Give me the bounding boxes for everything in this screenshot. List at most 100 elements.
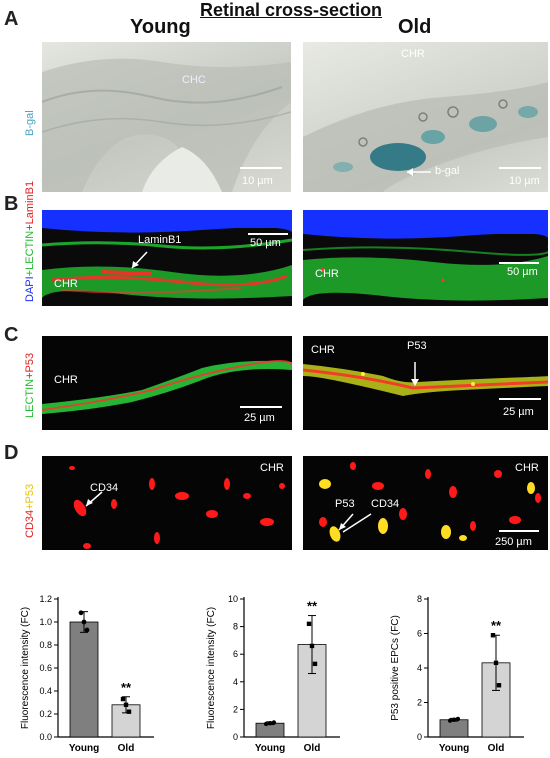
y-tick-label: 6 (417, 629, 422, 639)
bgal-arrow-label: b-gal (435, 165, 460, 177)
x-tick-label: Old (488, 743, 505, 754)
panel-b-ylabel: DAPI+LECTIN+LaminB1 (24, 181, 36, 302)
scale-bar (499, 167, 541, 169)
ylabel-p53: +P53 (24, 352, 36, 379)
young-chr-label: CHR (54, 374, 78, 386)
panel-letter-a: A (4, 8, 19, 30)
ylabel-laminb1: +LaminB1 (24, 180, 36, 231)
scale-bar (240, 167, 282, 169)
panel-b-young-image: LaminB1 CHR 50 µm (42, 210, 292, 306)
x-tick-label: Young (69, 743, 99, 754)
bar-chart-p53-intensity: 0 2 4 6 8 10 Fluorescence intensity (FC) Young O… (206, 594, 340, 754)
data-point (447, 718, 453, 723)
x-tick-label: Young (255, 743, 285, 754)
ylabel-lectin: LECTIN (24, 378, 36, 418)
scale-label: 50 µm (250, 237, 281, 249)
panel-d-old-image: P53 CD34 CHR 250 µm (303, 456, 548, 550)
old-chr-label: CHR (315, 268, 339, 280)
scale-bar (499, 262, 539, 264)
y-tick-label: 0.8 (39, 640, 52, 650)
data-point (493, 660, 499, 666)
laminb1-arrow-label: LaminB1 (138, 234, 182, 246)
panel-c-ylabel: LECTIN+P53 (24, 353, 36, 418)
panel-a-young-image: CHC 10 µm (42, 42, 291, 192)
data-point (451, 717, 457, 722)
old-p53-arrow-label: P53 (335, 498, 355, 510)
bar-young (69, 621, 99, 738)
data-point (309, 643, 315, 649)
ylabel-p53: +P53 (24, 483, 36, 510)
column-header-old: Old (398, 16, 432, 38)
panel-letter-b: B (4, 193, 19, 215)
y-axis-label: Fluorescence intensity (FC) (206, 607, 217, 729)
panel-b-old-image: CHR 50 µm (303, 210, 548, 306)
data-point (84, 627, 90, 633)
y-tick-label: 0 (417, 732, 422, 742)
old-p53-tissue-drawing (303, 362, 548, 396)
data-point (455, 716, 461, 722)
y-tick-label: 6 (233, 649, 238, 659)
y-tick-label: 2 (417, 698, 422, 708)
ylabel-lectin: +LECTIN (24, 230, 36, 277)
y-tick-label: 2 (233, 704, 238, 714)
bar-chart-laminb1: 0.0 0.2 0.4 0.6 0.8 1.0 1.2 Fluorescence intens… (20, 594, 154, 754)
panel-d-ylabel: CD34+P53 (24, 484, 36, 538)
y-axis-label: Fluorescence intensity (FC) (20, 607, 31, 729)
x-tick-label: Young (439, 743, 469, 754)
scale-label: 250 µm (495, 536, 532, 548)
panel-c-young-image: CHR 25 µm (42, 336, 292, 430)
cd34-arrow-label: CD34 (90, 482, 119, 494)
old-chr-label: CHR (311, 344, 335, 356)
old-cd34-p53-cells-drawing (319, 462, 541, 542)
scale-label: 25 µm (244, 412, 275, 424)
ylabel-dapi: DAPI (24, 276, 36, 302)
scale-bar (499, 398, 541, 400)
y-tick-label: 0 (233, 732, 238, 742)
y-tick-label: 4 (233, 677, 238, 687)
young-bgal-tissue-drawing (42, 58, 291, 192)
scale-bar (499, 530, 539, 532)
scale-label: 50 µm (507, 266, 538, 278)
y-axis-label: P53 positive EPCs (FC) (390, 615, 401, 721)
bar-young (439, 719, 469, 738)
scale-label: 25 µm (503, 406, 534, 418)
y-tick-label: 1.2 (39, 594, 52, 604)
young-chr-label: CHR (260, 462, 284, 474)
x-tick-label: Old (118, 743, 135, 754)
y-tick-label: 0.4 (39, 686, 52, 696)
figure-title: Retinal cross-section (200, 0, 383, 20)
significance-marker: ** (491, 618, 502, 633)
young-lamin-tissue-drawing (42, 210, 292, 299)
data-point (312, 661, 318, 667)
panel-letter-d: D (4, 442, 19, 464)
y-tick-label: 8 (417, 594, 422, 604)
scale-bar (248, 233, 288, 235)
significance-marker: ** (307, 599, 318, 614)
scale-bar (240, 406, 282, 408)
p53-arrow-label: P53 (407, 340, 427, 352)
y-tick-label: 10 (228, 594, 238, 604)
panel-c-old-image: CHR P53 25 µm (303, 336, 548, 430)
scale-label: 10 µm (242, 175, 273, 187)
panel-letter-c: C (4, 324, 19, 346)
old-cd34-arrow-label: CD34 (371, 498, 400, 510)
y-tick-label: 0.2 (39, 709, 52, 719)
scale-label: 10 µm (509, 175, 540, 187)
data-point (126, 709, 132, 714)
old-chr-label: CHR (401, 48, 425, 60)
young-cd34-cells-drawing (69, 466, 285, 549)
young-chr-label: CHR (54, 278, 78, 290)
y-tick-label: 0.6 (39, 663, 52, 673)
significance-marker: ** (121, 680, 132, 695)
data-point (490, 633, 496, 638)
column-header-young: Young (130, 16, 191, 38)
panel-a-old-image: CHR b-gal 10 µm (303, 42, 548, 192)
data-point (123, 702, 129, 707)
y-tick-label: 8 (233, 622, 238, 632)
data-point (78, 610, 84, 616)
data-point (496, 683, 502, 688)
bar-chart-p53-epcs: 0 2 4 6 8 P53 positive EPCs (FC) Young Old ** (390, 594, 524, 754)
y-tick-label: 0.0 (39, 732, 52, 742)
young-p53-tissue-drawing (42, 360, 292, 414)
data-point (271, 720, 277, 725)
